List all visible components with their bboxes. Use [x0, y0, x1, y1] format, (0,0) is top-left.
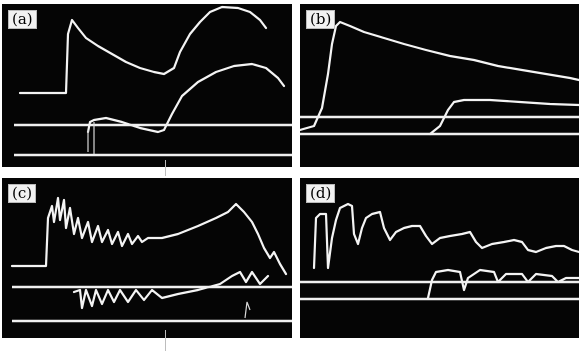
panel-b-trace-lower [428, 98, 579, 136]
panel-a-trace-upper [18, 5, 268, 95]
panel-a-trace-middle [86, 62, 286, 134]
panel-a-label: (a) [8, 10, 37, 29]
marker-tick-top [165, 160, 166, 176]
panel-c-marker [244, 301, 251, 319]
panel-c-traces [10, 196, 292, 323]
panel-c-trace-middle [72, 270, 270, 310]
oscilloscope-panel-d: (d) [300, 178, 579, 338]
panel-d-traces [300, 202, 579, 301]
panel-a-traces [14, 5, 292, 157]
panel-b-label: (b) [306, 10, 336, 29]
panel-d-label: (d) [306, 184, 336, 203]
oscilloscope-panel-b: (b) [300, 4, 579, 167]
panel-b-trace-upper [300, 20, 579, 132]
marker-tick-bottom [165, 330, 166, 351]
panel-c-label: (c) [8, 184, 37, 203]
oscilloscope-panel-c: (c) [2, 178, 292, 338]
panel-d-trace-lower [426, 268, 579, 300]
oscilloscope-panel-a: (a) [2, 4, 292, 167]
panel-b-traces [300, 20, 579, 136]
panel-d-trace-upper [312, 202, 579, 270]
panel-c-trace-upper [10, 196, 288, 276]
